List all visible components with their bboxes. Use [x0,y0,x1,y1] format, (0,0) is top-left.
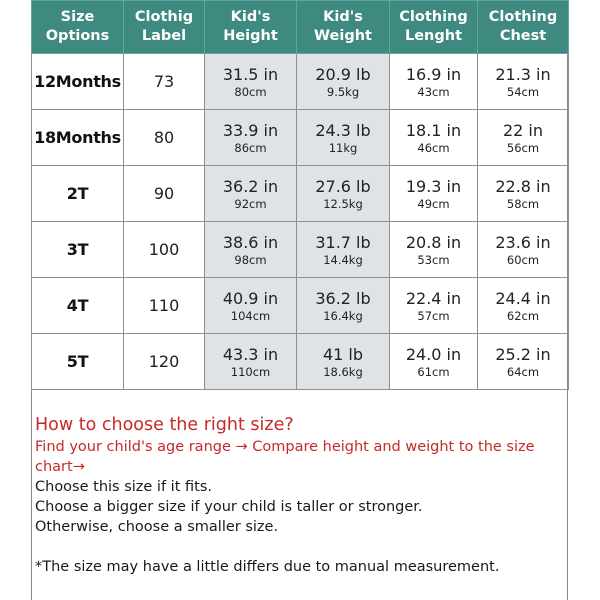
guide-line-bigger: Choose a bigger size if your child is ta… [35,499,423,515]
header-row: Size Options Clothig Label Kid's Height Kid… [31,0,569,54]
weight-cell: 31.7 lb 14.4kg [296,221,390,278]
guide-step: Find your child's age range → Compare he… [35,439,535,475]
label-cell: 120 [123,333,205,390]
weight-cell: 24.3 lb 11kg [296,109,390,166]
length-cell: 24.0 in 61cm [389,333,478,390]
weight-cell: 41 lb 18.6kg [296,333,390,390]
guide-line-fits: Choose this size if it fits. [35,479,212,495]
chest-cell: 23.6 in 60cm [477,221,569,278]
size-cell: 12Months [31,53,124,110]
chest-cell: 21.3 in 54cm [477,53,569,110]
length-cell: 18.1 in 46cm [389,109,478,166]
chest-cell: 22.8 in 58cm [477,165,569,222]
weight-cell: 20.9 lb 9.5kg [296,53,390,110]
chest-cell: 22 in 56cm [477,109,569,166]
height-cell: 36.2 in 92cm [204,165,297,222]
height-cell: 31.5 in 80cm [204,53,297,110]
label-cell: 110 [123,277,205,334]
length-cell: 20.8 in 53cm [389,221,478,278]
label-cell: 100 [123,221,205,278]
length-cell: 22.4 in 57cm [389,277,478,334]
header-size-options: Size Options [31,0,124,54]
header-clothing-label: Clothig Label [123,0,205,54]
height-cell: 43.3 in 110cm [204,333,297,390]
table-row: 4T 110 40.9 in 104cm 36.2 lb 16.4kg 22.4 i… [31,277,569,334]
header-clothing-chest: Clothing Chest [477,0,569,54]
size-cell: 3T [31,221,124,278]
size-chart-table: Size Options Clothig Label Kid's Height Kid… [31,0,569,390]
length-cell: 19.3 in 49cm [389,165,478,222]
guide-note: *The size may have a little differs due … [35,559,500,575]
guide-line-smaller: Otherwise, choose a smaller size. [35,519,279,535]
label-cell: 90 [123,165,205,222]
weight-cell: 36.2 lb 16.4kg [296,277,390,334]
table-row: 3T 100 38.6 in 98cm 31.7 lb 14.4kg 20.8 in… [31,221,569,278]
table-row: 18Months 80 33.9 in 86cm 24.3 lb 11kg 18.1… [31,109,569,166]
length-cell: 16.9 in 43cm [389,53,478,110]
height-cell: 38.6 in 98cm [204,221,297,278]
chest-cell: 25.2 in 64cm [477,333,569,390]
table-row: 2T 90 36.2 in 92cm 27.6 lb 12.5kg 19.3 in 4… [31,165,569,222]
height-cell: 40.9 in 104cm [204,277,297,334]
header-kids-height: Kid's Height [204,0,297,54]
size-cell: 4T [31,277,124,334]
weight-cell: 27.6 lb 12.5kg [296,165,390,222]
label-cell: 80 [123,109,205,166]
table-row: 12Months 73 31.5 in 80cm 20.9 lb 9.5kg 16.… [31,53,569,110]
size-cell: 2T [31,165,124,222]
label-cell: 73 [123,53,205,110]
chest-cell: 24.4 in 62cm [477,277,569,334]
guide-heading: How to choose the right size? [35,415,294,435]
height-cell: 33.9 in 86cm [204,109,297,166]
size-guide: How to choose the right size? Find your … [35,413,565,577]
table-row: 5T 120 43.3 in 110cm 41 lb 18.6kg 24.0 in 6… [31,333,569,390]
size-cell: 18Months [31,109,124,166]
header-kids-weight: Kid's Weight [296,0,390,54]
header-clothing-length: Clothing Lenght [389,0,478,54]
size-cell: 5T [31,333,124,390]
